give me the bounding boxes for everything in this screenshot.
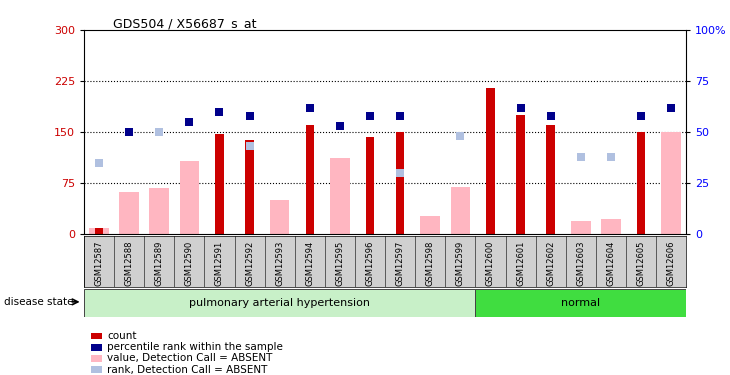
Bar (547, 125, 555, 234)
Text: GSM12605: GSM12605 (637, 240, 645, 286)
Bar (306, 125, 314, 234)
Text: GSM12593: GSM12593 (275, 240, 284, 286)
Text: GSM12606: GSM12606 (666, 240, 676, 286)
Text: GSM12599: GSM12599 (456, 240, 465, 285)
Text: GDS504 / X56687_s_at: GDS504 / X56687_s_at (113, 17, 257, 30)
Text: GSM12601: GSM12601 (516, 240, 525, 286)
Bar (180, 161, 199, 234)
Text: GSM12595: GSM12595 (335, 240, 345, 285)
Text: GSM12598: GSM12598 (426, 240, 435, 286)
Text: GSM12600: GSM12600 (486, 240, 495, 286)
Bar (330, 158, 350, 234)
Text: GSM12588: GSM12588 (125, 240, 134, 286)
Bar (475, 289, 686, 317)
Bar (119, 192, 139, 234)
Text: GSM12597: GSM12597 (396, 240, 404, 286)
Text: pulmonary arterial hypertension: pulmonary arterial hypertension (189, 298, 370, 308)
Text: GSM12590: GSM12590 (185, 240, 194, 285)
Bar (270, 200, 290, 234)
Text: GSM12596: GSM12596 (366, 240, 374, 286)
Bar (245, 140, 254, 234)
Bar (486, 88, 495, 234)
Text: disease state: disease state (4, 297, 73, 307)
Text: value, Detection Call = ABSENT: value, Detection Call = ABSENT (107, 354, 273, 363)
Bar (571, 221, 591, 234)
Text: rank, Detection Call = ABSENT: rank, Detection Call = ABSENT (107, 365, 268, 375)
Text: percentile rank within the sample: percentile rank within the sample (107, 342, 283, 352)
Bar (396, 132, 404, 234)
Bar (637, 132, 645, 234)
Bar (661, 132, 681, 234)
Text: GSM12592: GSM12592 (245, 240, 254, 285)
Bar (601, 219, 620, 234)
Text: normal: normal (561, 298, 600, 308)
Text: GSM12591: GSM12591 (215, 240, 224, 285)
Bar (89, 228, 109, 234)
Bar (450, 187, 470, 234)
Text: count: count (107, 331, 137, 341)
Text: GSM12587: GSM12587 (94, 240, 104, 286)
Text: GSM12602: GSM12602 (546, 240, 556, 286)
Bar (516, 115, 525, 234)
Text: GSM12594: GSM12594 (305, 240, 315, 285)
Bar (95, 228, 103, 234)
Text: GSM12603: GSM12603 (576, 240, 585, 286)
Bar (420, 216, 440, 234)
Bar (215, 134, 223, 234)
Text: GSM12604: GSM12604 (607, 240, 615, 286)
Bar (150, 188, 169, 234)
Text: GSM12589: GSM12589 (155, 240, 164, 286)
Bar (366, 137, 374, 234)
Bar (84, 289, 475, 317)
